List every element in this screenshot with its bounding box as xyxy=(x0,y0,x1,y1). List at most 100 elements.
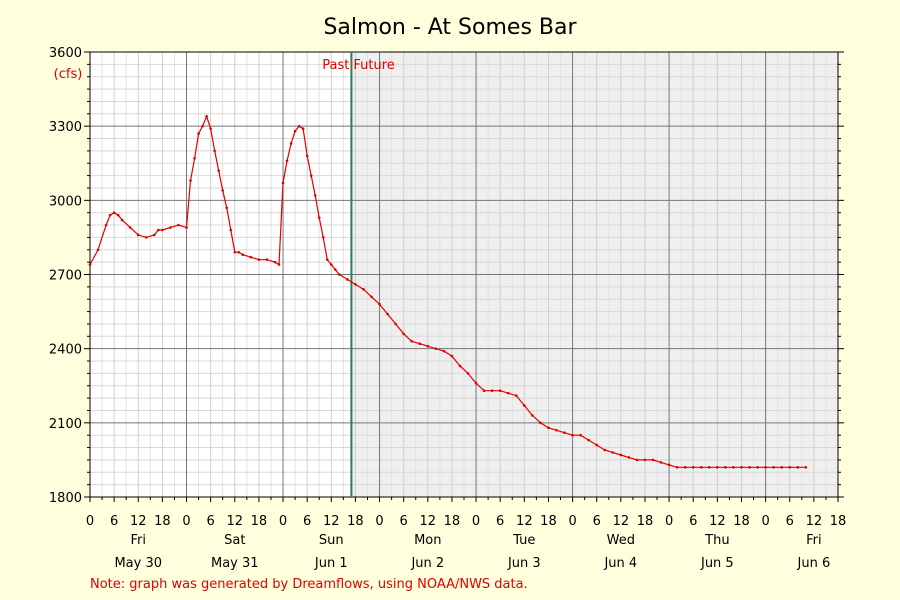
flow-point xyxy=(772,466,775,469)
y-tick-labels: 1800 2100 2400 2700 3000 3300 3600 xyxy=(49,46,82,506)
flow-point xyxy=(193,157,196,160)
flow-point xyxy=(667,463,671,467)
flow-point xyxy=(293,129,297,133)
day-weekday-label: Mon xyxy=(414,533,441,548)
flow-point xyxy=(145,236,148,239)
x-tick-label: 18 xyxy=(444,514,461,529)
day-labels: Fri May 30 Sat May 31 Sun Jun 1 Mon Jun 2 Tue Jun… xyxy=(114,533,830,571)
x-tick-label: 6 xyxy=(689,514,697,529)
flow-point xyxy=(563,431,566,435)
flow-point xyxy=(197,132,200,135)
flow-point xyxy=(297,124,301,128)
flow-point xyxy=(370,295,373,299)
flow-point xyxy=(523,404,526,407)
flow-point xyxy=(201,124,204,128)
x-tick-label: 12 xyxy=(613,514,630,529)
x-tick-label: 0 xyxy=(568,514,576,529)
x-tick-label: 0 xyxy=(761,514,769,529)
day-date-label: Jun 5 xyxy=(700,556,734,571)
flow-line xyxy=(89,114,806,468)
chart-title: Salmon - At Somes Bar xyxy=(323,15,577,40)
flow-point xyxy=(153,233,156,237)
flow-point xyxy=(161,228,164,232)
flow-point xyxy=(354,283,357,286)
day-date-label: Jun 2 xyxy=(410,556,444,571)
flow-point xyxy=(514,394,518,397)
y-tick-label: 2400 xyxy=(49,343,82,358)
x-tick-label: 6 xyxy=(400,514,408,529)
flow-point xyxy=(362,288,365,291)
day-date-label: Jun 1 xyxy=(314,556,348,571)
flow-point xyxy=(756,466,759,469)
flow-point xyxy=(539,421,542,425)
flow-point xyxy=(498,389,502,392)
x-tick-label: 12 xyxy=(420,514,437,529)
flow-point xyxy=(708,466,711,469)
flow-point xyxy=(205,114,208,118)
y-tick-label: 2700 xyxy=(49,269,82,284)
y-tick-label: 3000 xyxy=(49,194,82,209)
day-date-label: Jun 6 xyxy=(797,556,831,571)
x-tick-label: 18 xyxy=(540,514,557,529)
flow-point xyxy=(418,342,422,346)
flow-points xyxy=(88,114,808,469)
y-tick-label: 2100 xyxy=(49,417,82,432)
flow-point xyxy=(474,381,478,385)
x-tick-label: 6 xyxy=(786,514,794,529)
x-tick-label: 18 xyxy=(154,514,171,529)
x-tick-label: 6 xyxy=(110,514,118,529)
flow-point xyxy=(128,226,132,229)
flow-point xyxy=(221,189,225,192)
flow-point xyxy=(619,453,623,457)
y-tick-label: 3600 xyxy=(49,46,82,61)
flow-point xyxy=(289,142,293,145)
axis-ticks xyxy=(84,51,844,502)
x-tick-label: 6 xyxy=(496,514,504,529)
day-weekday-label: Fri xyxy=(131,533,147,548)
flow-point xyxy=(796,466,800,469)
flow-point xyxy=(225,206,229,210)
flow-point xyxy=(683,466,687,469)
flow-point xyxy=(450,354,454,358)
flow-point xyxy=(691,466,695,469)
note-text: Note: graph was generated by Dreamflows,… xyxy=(90,577,528,592)
past-label: Past xyxy=(322,58,349,73)
x-tick-label: 12 xyxy=(227,514,244,529)
flow-point xyxy=(88,263,92,266)
flow-point xyxy=(169,226,172,229)
flow-point xyxy=(177,223,180,227)
flow-point xyxy=(305,154,309,158)
x-tick-label: 0 xyxy=(665,514,673,529)
flow-point xyxy=(716,466,719,469)
flow-point xyxy=(273,260,277,264)
x-tick-label: 12 xyxy=(130,514,147,529)
flow-point xyxy=(458,364,462,368)
flow-point xyxy=(748,466,751,469)
flow-point xyxy=(434,347,438,350)
flow-point xyxy=(732,466,735,469)
flow-point xyxy=(257,258,261,261)
x-tick-label: 12 xyxy=(516,514,533,529)
x-tick-label: 6 xyxy=(303,514,311,529)
day-weekday-label: Thu xyxy=(704,533,729,548)
flow-point xyxy=(675,466,679,469)
flow-point xyxy=(603,448,607,452)
flow-point xyxy=(699,466,703,469)
flow-point xyxy=(120,218,124,222)
day-weekday-label: Fri xyxy=(806,533,822,548)
flow-point xyxy=(788,466,792,469)
flow-point xyxy=(229,228,233,232)
flow-point xyxy=(338,273,341,276)
flow-point xyxy=(410,339,414,343)
flow-point xyxy=(265,258,269,261)
flow-point xyxy=(157,228,160,232)
flow-point xyxy=(313,194,317,197)
flow-point xyxy=(394,322,397,326)
flow-point xyxy=(571,433,574,437)
flow-point xyxy=(277,263,281,266)
day-weekday-label: Wed xyxy=(607,533,635,548)
x-tick-label: 18 xyxy=(637,514,654,529)
flow-point xyxy=(321,236,325,239)
flow-point xyxy=(185,226,188,229)
flow-point xyxy=(209,127,212,130)
